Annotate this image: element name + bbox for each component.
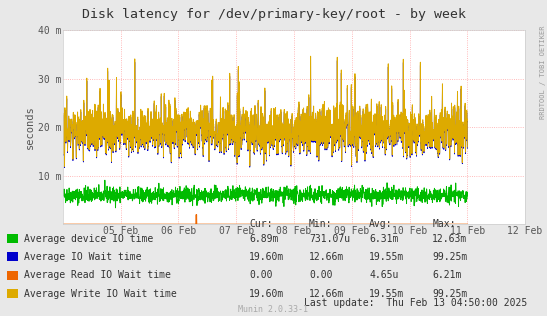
Text: 6.21m: 6.21m bbox=[432, 270, 462, 280]
Text: Cur:: Cur: bbox=[249, 219, 272, 228]
Text: 0.00: 0.00 bbox=[309, 270, 333, 280]
Text: Last update:  Thu Feb 13 04:50:00 2025: Last update: Thu Feb 13 04:50:00 2025 bbox=[304, 298, 527, 308]
Text: 12.66m: 12.66m bbox=[309, 252, 344, 262]
Text: 19.60m: 19.60m bbox=[249, 252, 284, 262]
Text: 12.63m: 12.63m bbox=[432, 234, 467, 244]
Text: Average Write IO Wait time: Average Write IO Wait time bbox=[24, 289, 177, 299]
Text: Munin 2.0.33-1: Munin 2.0.33-1 bbox=[238, 306, 309, 314]
Text: Average IO Wait time: Average IO Wait time bbox=[24, 252, 142, 262]
Text: RRDTOOL / TOBI OETIKER: RRDTOOL / TOBI OETIKER bbox=[540, 25, 546, 119]
Text: 19.55m: 19.55m bbox=[369, 289, 404, 299]
Text: Avg:: Avg: bbox=[369, 219, 393, 228]
Y-axis label: seconds: seconds bbox=[25, 105, 35, 149]
Text: 4.65u: 4.65u bbox=[369, 270, 399, 280]
Text: Average Read IO Wait time: Average Read IO Wait time bbox=[24, 270, 171, 280]
Text: Min:: Min: bbox=[309, 219, 333, 228]
Text: 6.31m: 6.31m bbox=[369, 234, 399, 244]
Text: 6.89m: 6.89m bbox=[249, 234, 278, 244]
Text: Max:: Max: bbox=[432, 219, 456, 228]
Text: 99.25m: 99.25m bbox=[432, 252, 467, 262]
Text: Disk latency for /dev/primary-key/root - by week: Disk latency for /dev/primary-key/root -… bbox=[82, 8, 465, 21]
Text: 12.66m: 12.66m bbox=[309, 289, 344, 299]
Text: 19.60m: 19.60m bbox=[249, 289, 284, 299]
Text: Average device IO time: Average device IO time bbox=[24, 234, 153, 244]
Text: 19.55m: 19.55m bbox=[369, 252, 404, 262]
Text: 0.00: 0.00 bbox=[249, 270, 272, 280]
Text: 731.07u: 731.07u bbox=[309, 234, 350, 244]
Text: 99.25m: 99.25m bbox=[432, 289, 467, 299]
